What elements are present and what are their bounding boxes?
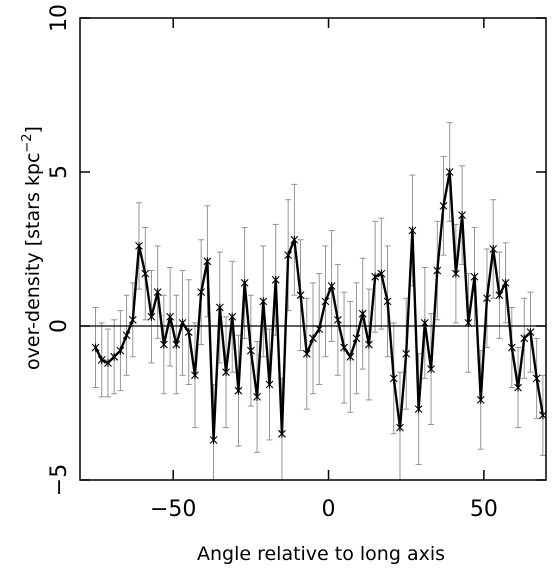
data-point (271, 275, 280, 284)
data-point (159, 340, 168, 349)
data-point (476, 395, 485, 404)
data-point (197, 288, 206, 297)
data-point (184, 328, 193, 337)
error-bars (92, 122, 546, 480)
data-point (377, 269, 386, 278)
data-point (296, 291, 305, 300)
y-tick-label: 10 (47, 4, 72, 32)
data-point (110, 352, 119, 361)
data-point (234, 386, 243, 395)
data-point (371, 272, 380, 281)
data-point (495, 291, 504, 300)
data-point (389, 374, 398, 383)
y-tick-label: 5 (47, 165, 72, 179)
data-point (346, 352, 355, 361)
data-point (203, 257, 212, 266)
x-axis-ticks: −50 0 50 (150, 18, 498, 522)
y-tick-label: −5 (47, 464, 72, 496)
data-point (520, 334, 529, 343)
data-point (507, 343, 516, 352)
data-point (209, 435, 218, 444)
data-point (433, 266, 442, 275)
data-point (178, 318, 187, 327)
plot-frame (79, 17, 547, 481)
data-point (91, 343, 100, 352)
data-point (253, 392, 261, 401)
y-axis-label-superscript: −2 (20, 133, 35, 152)
x-tick-label: 0 (322, 497, 336, 522)
data-point (501, 278, 510, 287)
data-point (284, 251, 293, 260)
data-point (327, 281, 336, 290)
y-axis-label-end: ] (22, 126, 44, 133)
data-markers (91, 168, 547, 444)
data-point (265, 380, 274, 389)
data-point (439, 201, 448, 210)
data-point (104, 358, 112, 367)
data-point (358, 309, 367, 318)
data-point (128, 315, 137, 324)
data-point (141, 269, 150, 278)
data-point (408, 226, 417, 235)
data-point (539, 411, 547, 420)
y-tick-label: 0 (47, 319, 72, 333)
data-point (396, 423, 404, 432)
data-point (97, 355, 106, 364)
data-point (153, 288, 162, 297)
data-point (340, 343, 348, 352)
data-point (470, 272, 479, 281)
y-axis-ticks: −5 0 5 10 (47, 4, 546, 496)
data-point (122, 331, 131, 340)
data-point (514, 383, 522, 392)
data-point (228, 312, 237, 321)
data-point (302, 349, 311, 358)
data-point (166, 312, 174, 321)
data-point (116, 346, 125, 355)
data-point (458, 211, 467, 220)
data-point (147, 312, 156, 321)
data-point (259, 297, 268, 306)
data-point (445, 168, 454, 176)
data-point (427, 365, 435, 374)
data-point (315, 325, 324, 334)
data-point (352, 334, 361, 343)
data-point (290, 235, 299, 244)
data-point (464, 318, 473, 327)
data-point (135, 241, 143, 250)
y-axis-label: over-density [stars kpc−2] (20, 126, 44, 370)
data-point (526, 328, 535, 337)
data-point (383, 297, 392, 306)
data-point (222, 368, 230, 377)
x-tick-label: −50 (150, 497, 196, 522)
data-point (333, 315, 342, 324)
y-axis-label-main: over-density [stars kpc (22, 153, 44, 370)
data-point (215, 303, 224, 312)
data-point (278, 429, 286, 438)
x-tick-label: 50 (470, 497, 498, 522)
data-point (452, 269, 460, 278)
data-point (532, 374, 541, 383)
data-point (246, 346, 255, 355)
data-point (402, 349, 411, 358)
data-point (489, 245, 498, 253)
data-point (191, 371, 199, 380)
data-point (240, 278, 249, 287)
data-point (483, 294, 491, 303)
data-point (321, 297, 330, 306)
data-point (172, 340, 181, 349)
data-point (414, 405, 423, 414)
data-point (309, 334, 317, 343)
x-axis-label: Angle relative to long axis (197, 543, 445, 565)
data-point (365, 340, 373, 349)
data-point (420, 318, 429, 327)
